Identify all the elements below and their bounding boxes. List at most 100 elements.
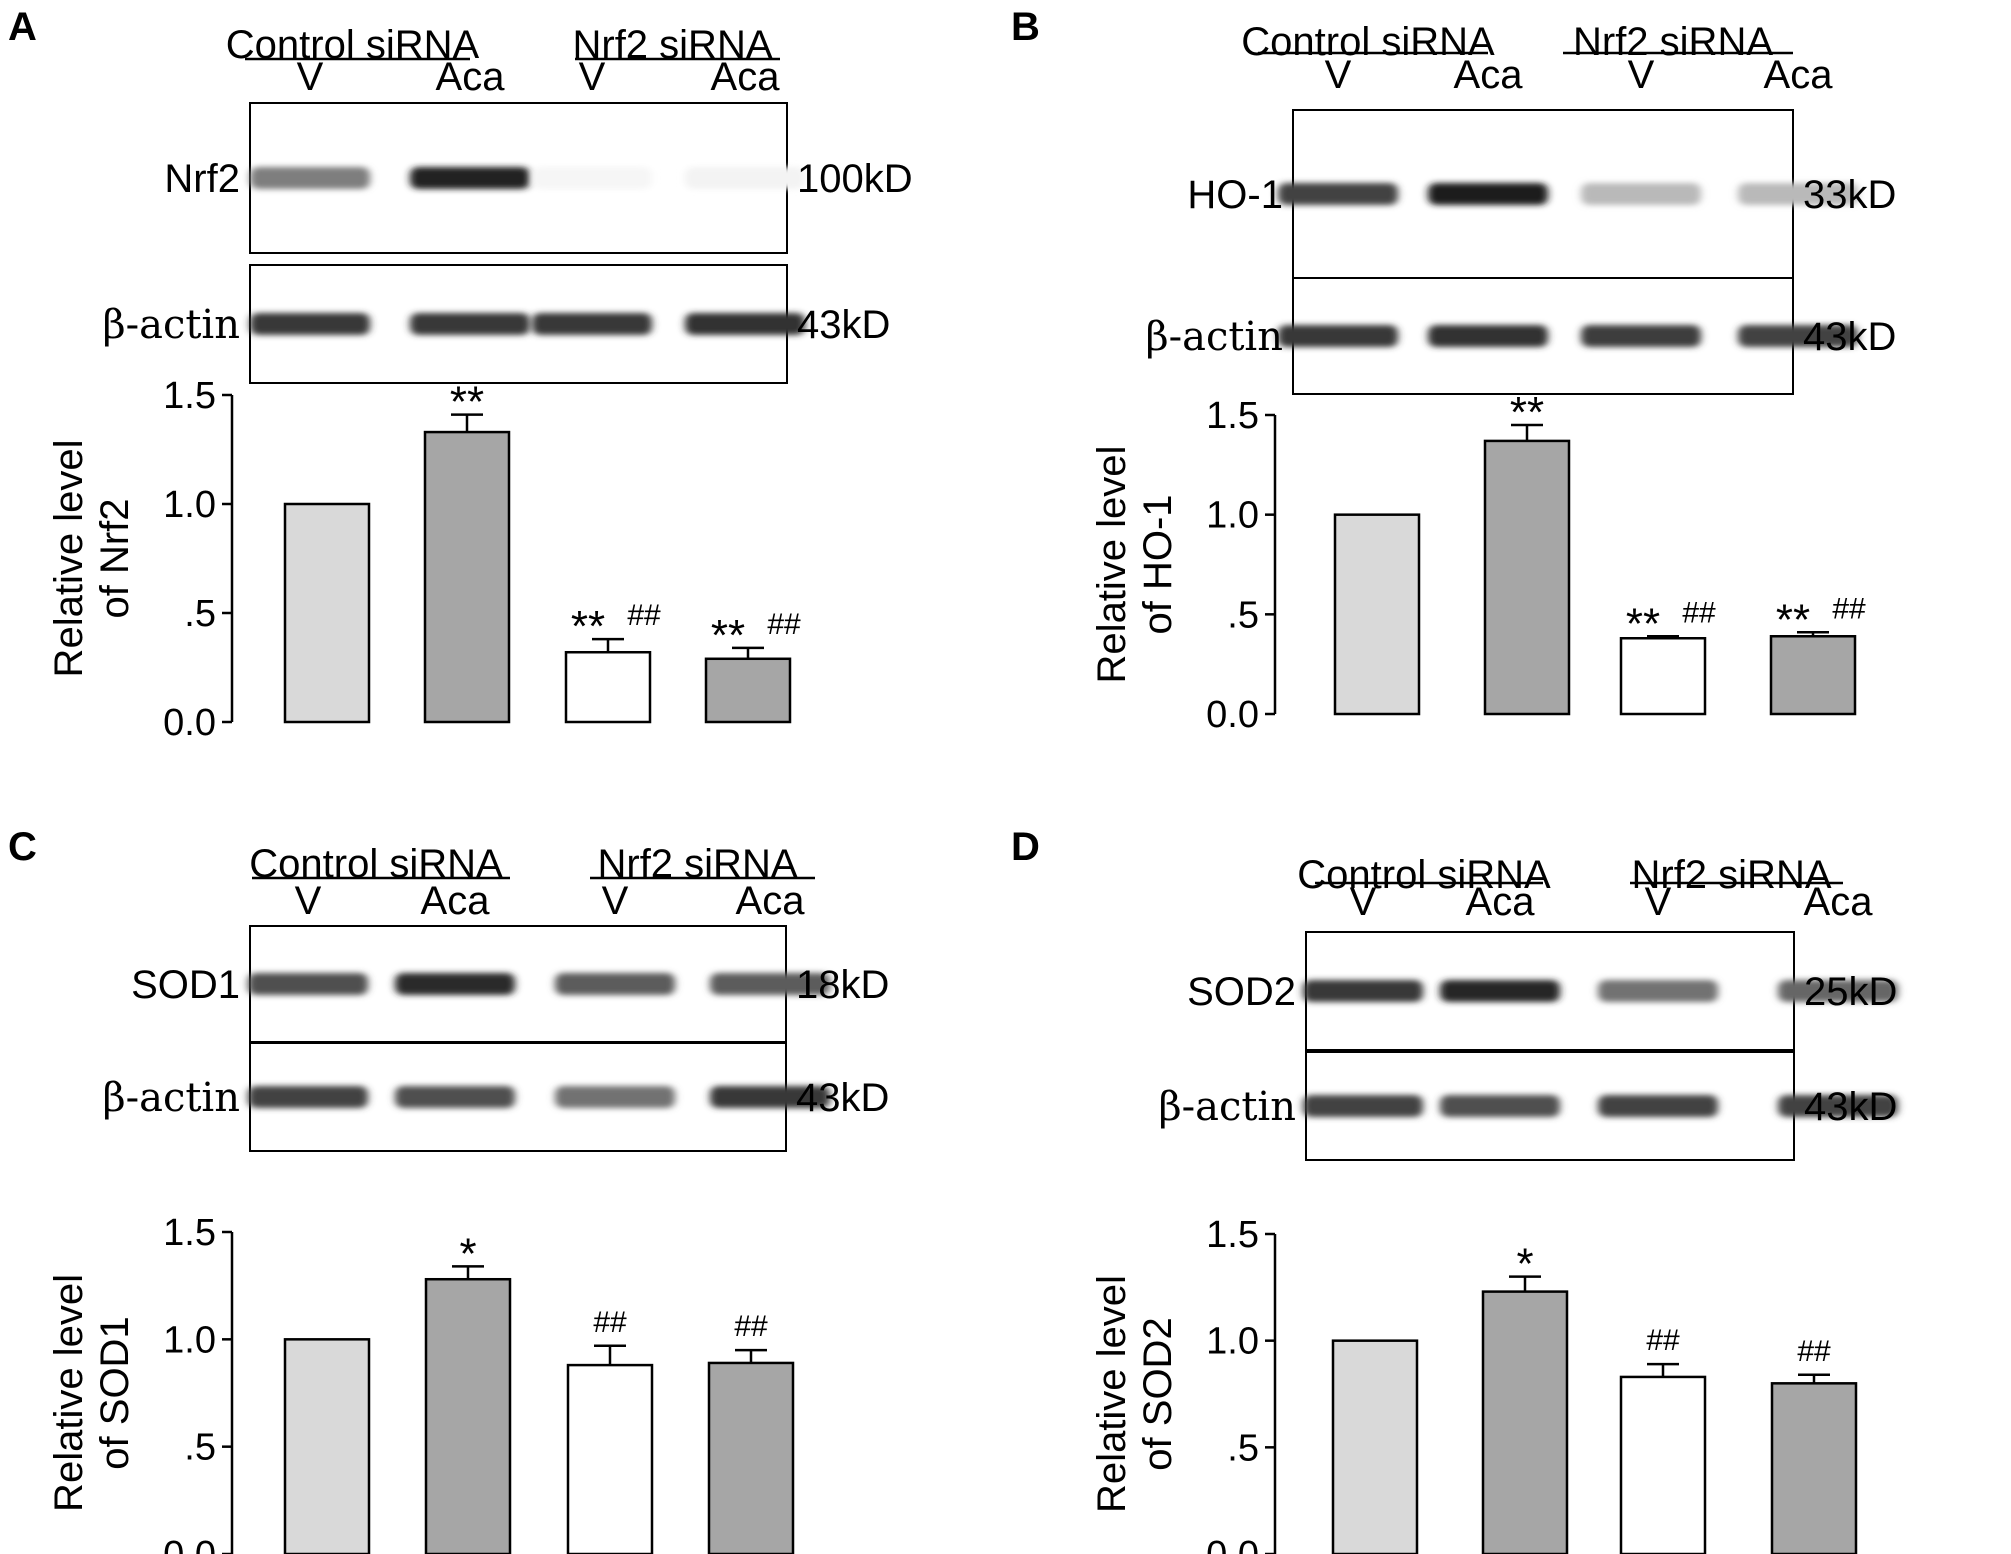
lane-label: Aca	[1466, 880, 1536, 924]
bar	[423, 430, 511, 724]
panel-letter: D	[1011, 825, 1040, 869]
lane-label: V	[602, 879, 629, 923]
band-target	[395, 973, 515, 995]
y-tick-label: .5	[184, 593, 216, 635]
lane-label: Aca	[711, 55, 781, 99]
lane-label: Aca	[421, 879, 491, 923]
y-axis-label-line1: Relative level	[1090, 446, 1134, 684]
panel-letter: A	[8, 5, 37, 49]
band-loading-control	[1278, 325, 1398, 347]
band-target	[532, 167, 652, 189]
protein-label-loading-control: β-actin	[102, 302, 240, 348]
bar	[1769, 635, 1857, 716]
significance-star: *	[1516, 1240, 1533, 1289]
mw-label-loading-control: 43kD	[1803, 315, 1896, 359]
band-loading-control	[1428, 325, 1548, 347]
y-axis-label-line1: Relative level	[47, 1274, 91, 1512]
significance-star: **	[1510, 388, 1544, 437]
bar	[1331, 1339, 1419, 1554]
y-axis-label-line2: of SOD1	[93, 1316, 137, 1469]
band-loading-control	[395, 1086, 515, 1108]
band-target	[1598, 980, 1718, 1002]
band-target	[1440, 980, 1560, 1002]
bar	[424, 1277, 512, 1554]
band-target	[685, 167, 805, 189]
panel-letter: C	[8, 825, 37, 869]
lane-label: V	[1350, 880, 1377, 924]
protein-label-target: Nrf2	[164, 157, 240, 201]
y-tick-label: 0.0	[1206, 694, 1259, 736]
y-tick-label: .5	[1227, 1427, 1259, 1469]
bar-chart: 0.0 .5 1.0 1.5 Relative level of Nrf2 ** ** ## **…	[47, 375, 801, 744]
significance-star: **	[450, 378, 484, 427]
band-loading-control	[1440, 1095, 1560, 1117]
band-loading-control	[1581, 325, 1701, 347]
mw-label-target: 33kD	[1803, 173, 1896, 217]
protein-label-loading-control: β-actin	[1145, 314, 1283, 360]
significance-hash: ##	[593, 1306, 627, 1339]
y-tick-label: 1.0	[1206, 1321, 1259, 1363]
lane-label: V	[1645, 880, 1672, 924]
lane-label: Aca	[1764, 53, 1834, 97]
lane-label: Aca	[736, 879, 806, 923]
y-axis-label-line2: of SOD2	[1136, 1317, 1180, 1470]
y-axis-label-line1: Relative level	[47, 440, 91, 678]
lane-label: Aca	[436, 55, 506, 99]
band-loading-control	[1738, 325, 1858, 347]
band-loading-control	[710, 1086, 830, 1108]
significance-star: **	[1776, 595, 1810, 644]
mw-label-target: 100kD	[797, 157, 913, 201]
significance-star: *	[459, 1229, 476, 1278]
mw-label-loading-control: 43kD	[796, 1076, 889, 1120]
band-loading-control	[555, 1086, 675, 1108]
y-axis-label-line1: Relative level	[1090, 1275, 1134, 1513]
panel-letter: B	[1011, 5, 1040, 49]
protein-label-target: SOD2	[1187, 970, 1296, 1014]
significance-hash: ##	[734, 1310, 768, 1343]
band-loading-control	[685, 313, 805, 335]
band-target	[1278, 183, 1398, 205]
band-loading-control	[532, 313, 652, 335]
significance-star: **	[571, 602, 605, 651]
lane-label: V	[579, 55, 606, 99]
mw-label-target: 18kD	[796, 963, 889, 1007]
significance-star: **	[711, 611, 745, 660]
band-target	[710, 973, 830, 995]
mw-label-loading-control: 43kD	[797, 303, 890, 347]
y-tick-label: 0.0	[163, 702, 216, 744]
y-tick-label: 1.5	[1206, 1214, 1259, 1256]
lane-label: V	[1325, 53, 1352, 97]
band-target	[1778, 980, 1898, 1002]
band-target	[555, 973, 675, 995]
group-label-nrf2-sirna: Nrf2 siRNA	[1631, 853, 1831, 897]
band-target	[1581, 183, 1701, 205]
lane-label: V	[295, 879, 322, 923]
bar	[1770, 1382, 1858, 1554]
significance-hash: ##	[627, 599, 661, 632]
group-label-control-sirna: Control siRNA	[1297, 853, 1551, 897]
y-tick-label: .5	[1227, 594, 1259, 636]
band-loading-control	[1778, 1095, 1898, 1117]
bar	[283, 1338, 371, 1554]
bar	[1483, 439, 1571, 716]
y-tick-label: 1.5	[163, 375, 216, 417]
bar	[566, 1363, 654, 1554]
mw-label-loading-control: 43kD	[1804, 1085, 1897, 1129]
bar	[564, 650, 652, 724]
bar	[1619, 1375, 1707, 1554]
bar-chart: 0.0 .5 1.0 1.5 Relative level of HO-1 ** ** ## **…	[1090, 388, 1866, 736]
y-tick-label: 0.0	[1206, 1534, 1259, 1554]
bar	[1333, 513, 1421, 716]
band-loading-control	[1598, 1095, 1718, 1117]
bar	[283, 502, 371, 724]
y-tick-label: 1.0	[163, 1319, 216, 1361]
lane-label: V	[297, 55, 324, 99]
mw-label-target: 25kD	[1804, 970, 1897, 1014]
y-tick-label: 0.0	[163, 1534, 216, 1554]
y-axis-label-line2: of Nrf2	[93, 498, 137, 618]
